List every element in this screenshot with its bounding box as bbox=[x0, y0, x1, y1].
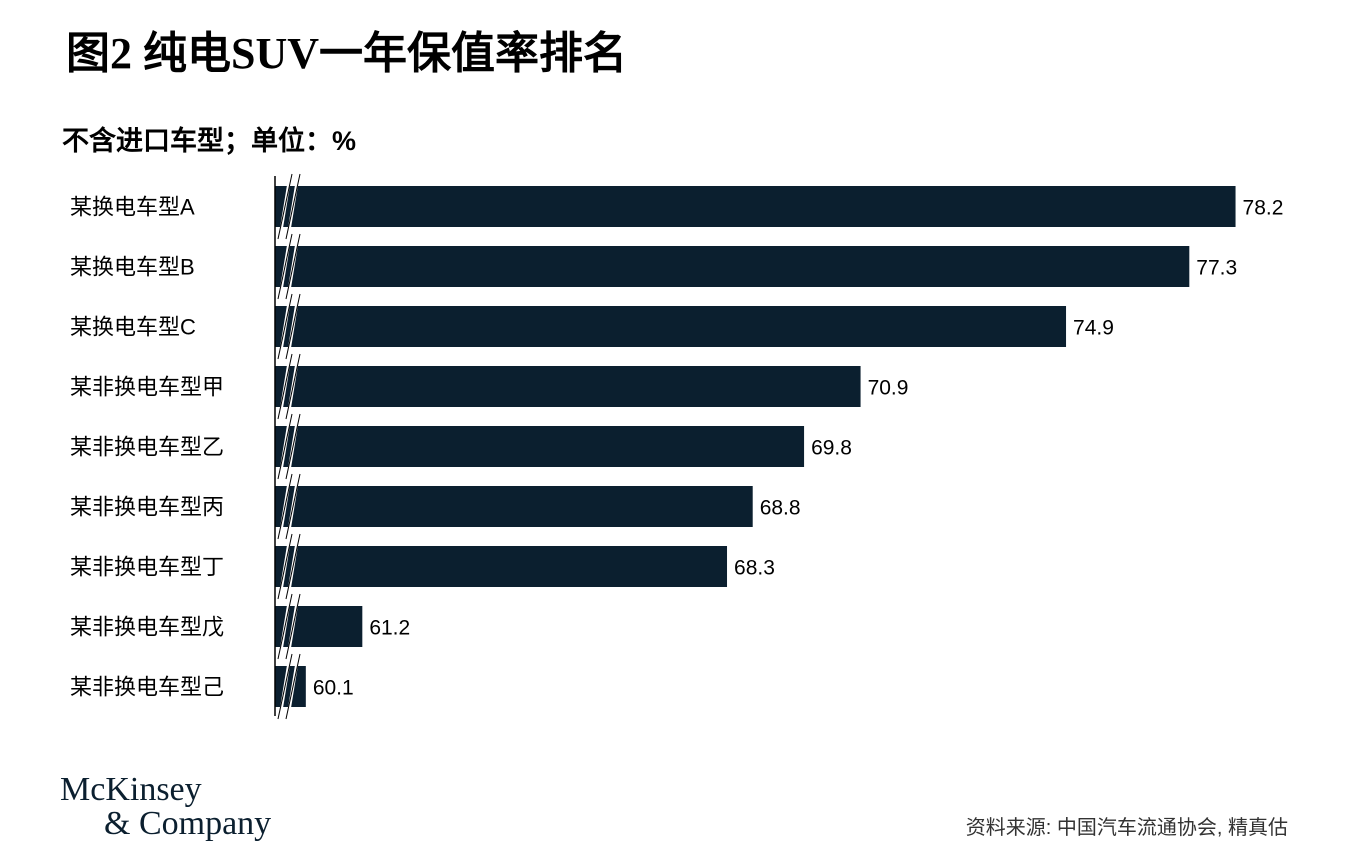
category-label: 某非换电车型甲 bbox=[70, 375, 224, 400]
axis-break bbox=[285, 233, 301, 300]
bar bbox=[275, 246, 1190, 287]
category-label: 某换电车型A bbox=[70, 195, 195, 220]
category-label: 某非换电车型丁 bbox=[70, 555, 224, 580]
axis-break bbox=[285, 593, 301, 660]
axis-break bbox=[285, 173, 301, 240]
axis-break bbox=[277, 173, 293, 240]
source: 资料来源: 中国汽车流通协会, 精真估 bbox=[966, 816, 1288, 839]
bar bbox=[275, 366, 861, 407]
chart-subtitle: 不含进口车型；单位：% bbox=[62, 125, 356, 156]
value-label: 74.9 bbox=[1073, 317, 1114, 340]
axis-break bbox=[277, 293, 293, 360]
value-label: 77.3 bbox=[1196, 257, 1237, 280]
value-label: 70.9 bbox=[868, 377, 909, 400]
axis-break bbox=[277, 473, 293, 540]
axis-break bbox=[285, 293, 301, 360]
axis-break bbox=[285, 533, 301, 600]
category-label: 某非换电车型己 bbox=[70, 675, 224, 700]
axis-break bbox=[285, 413, 301, 480]
category-label: 某非换电车型丙 bbox=[70, 495, 224, 520]
axis-break bbox=[285, 353, 301, 420]
axis-break bbox=[285, 473, 301, 540]
bar bbox=[275, 186, 1236, 227]
axis-break bbox=[277, 233, 293, 300]
value-label: 69.8 bbox=[811, 437, 852, 460]
bar bbox=[275, 486, 753, 527]
axis-break bbox=[277, 653, 293, 720]
value-label: 68.8 bbox=[760, 497, 801, 520]
value-label: 61.2 bbox=[369, 617, 410, 640]
axis-break bbox=[277, 353, 293, 420]
bar bbox=[275, 426, 805, 467]
axis-break bbox=[277, 593, 293, 660]
axis-break bbox=[277, 533, 293, 600]
value-label: 60.1 bbox=[313, 677, 354, 700]
logo: McKinsey bbox=[60, 771, 202, 808]
category-label: 某非换电车型戊 bbox=[70, 615, 224, 640]
category-label: 某换电车型B bbox=[70, 255, 195, 280]
chart-title: 图2 纯电SUV一年保值率排名 bbox=[66, 29, 627, 78]
bar bbox=[275, 546, 728, 587]
logo: & Company bbox=[104, 805, 271, 842]
bar bbox=[275, 306, 1067, 347]
category-label: 某非换电车型乙 bbox=[70, 435, 224, 460]
axis-break bbox=[285, 653, 301, 720]
axis-break bbox=[277, 413, 293, 480]
category-label: 某换电车型C bbox=[70, 315, 196, 340]
value-label: 78.2 bbox=[1243, 197, 1284, 220]
value-label: 68.3 bbox=[734, 557, 775, 580]
